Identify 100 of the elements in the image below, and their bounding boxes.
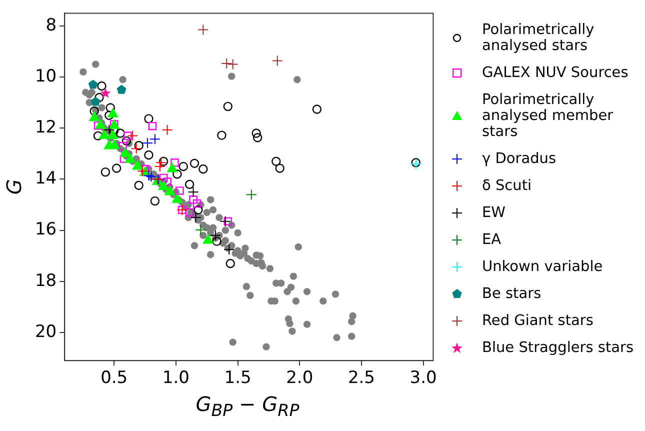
- point: [272, 156, 281, 166]
- point: [220, 216, 231, 227]
- point: [98, 130, 110, 140]
- point: [144, 150, 154, 160]
- point: [170, 158, 179, 167]
- point: [130, 143, 142, 154]
- point: [104, 110, 114, 120]
- y-tick-label: 16: [34, 220, 57, 240]
- point: [246, 189, 257, 200]
- point: [93, 131, 103, 140]
- x-tick-label: 1.5: [224, 368, 252, 388]
- point: [188, 186, 199, 198]
- point: [142, 137, 153, 148]
- point: [198, 164, 208, 174]
- point: [227, 58, 238, 70]
- point: [194, 205, 203, 214]
- point: [217, 130, 226, 140]
- legend-label: Unkown variable: [482, 259, 604, 275]
- point: [140, 164, 150, 174]
- point: [94, 121, 102, 130]
- point: [198, 24, 209, 36]
- point: [164, 186, 176, 196]
- point: [159, 174, 168, 182]
- point: [312, 104, 322, 114]
- point: [252, 128, 261, 138]
- point: [134, 140, 144, 150]
- legend-label: Blue Stragglers stars: [482, 340, 635, 356]
- point: [95, 120, 106, 129]
- point: [178, 162, 188, 172]
- legend-label: EA: [482, 232, 502, 248]
- point: [120, 148, 130, 157]
- point: [166, 163, 178, 172]
- point: [132, 160, 143, 170]
- legend-label: Polarimetrically analysed stars: [482, 22, 596, 54]
- legend-label: GALEX NUV Sources: [482, 65, 630, 81]
- point: [112, 164, 122, 173]
- point: [127, 130, 138, 142]
- point: [116, 84, 126, 94]
- x-tick-label: 0.5: [100, 368, 128, 388]
- point: [210, 230, 222, 241]
- point: [172, 170, 182, 179]
- x-tick-label: 1.0: [162, 368, 190, 388]
- point: [184, 180, 194, 189]
- point: [122, 136, 132, 146]
- point: [212, 236, 222, 246]
- point: [124, 132, 132, 140]
- point: [252, 133, 262, 142]
- point: [108, 140, 120, 150]
- point: [224, 244, 235, 255]
- point: [106, 103, 115, 112]
- point: [94, 92, 104, 102]
- point: [154, 160, 166, 172]
- point: [88, 80, 98, 89]
- y-tick-label: 20: [34, 322, 57, 342]
- point: [172, 194, 182, 203]
- point: [176, 186, 184, 195]
- point: [118, 142, 127, 150]
- point: [143, 170, 154, 182]
- point: [272, 55, 283, 66]
- point: [158, 180, 169, 190]
- legend-label: Be stars: [482, 286, 542, 302]
- point: [148, 122, 157, 130]
- y-axis-title: G: [2, 179, 26, 195]
- y-tick-label: 14: [34, 168, 57, 189]
- point: [223, 102, 232, 112]
- point: [190, 158, 200, 168]
- point: [149, 134, 160, 145]
- point: [156, 157, 167, 168]
- point: [108, 108, 118, 118]
- point: [202, 234, 214, 244]
- point: [189, 196, 198, 204]
- point: [192, 199, 202, 208]
- x-tick-label: 2.5: [348, 368, 375, 388]
- legend-label: Red Giant stars: [482, 313, 594, 329]
- point: [100, 88, 111, 98]
- point: [162, 124, 173, 136]
- point: [150, 196, 160, 206]
- point: [137, 166, 148, 177]
- y-tick-label: 18: [34, 270, 57, 291]
- legend-label: γ Doradus: [482, 151, 558, 167]
- x-tick-label: 2.0: [286, 368, 314, 388]
- point: [97, 81, 106, 91]
- y-tick-label: 8: [46, 15, 57, 36]
- x-axis-title: G$_{BP}$ − G$_{RP}$: [194, 392, 300, 420]
- point: [134, 180, 144, 190]
- point: [124, 154, 136, 163]
- y-tick-label: 10: [34, 66, 57, 86]
- point: [190, 212, 202, 224]
- point: [221, 58, 232, 70]
- point: [158, 156, 168, 166]
- point: [275, 164, 284, 173]
- point: [144, 114, 154, 124]
- point: [163, 178, 172, 186]
- y-tick-label: 12: [34, 118, 57, 138]
- point: [90, 96, 100, 106]
- legend-label: EW: [482, 205, 506, 221]
- point: [195, 224, 206, 236]
- point: [104, 124, 115, 136]
- legend-label: Polarimetrically analysed member stars: [482, 92, 614, 140]
- point: [89, 112, 100, 122]
